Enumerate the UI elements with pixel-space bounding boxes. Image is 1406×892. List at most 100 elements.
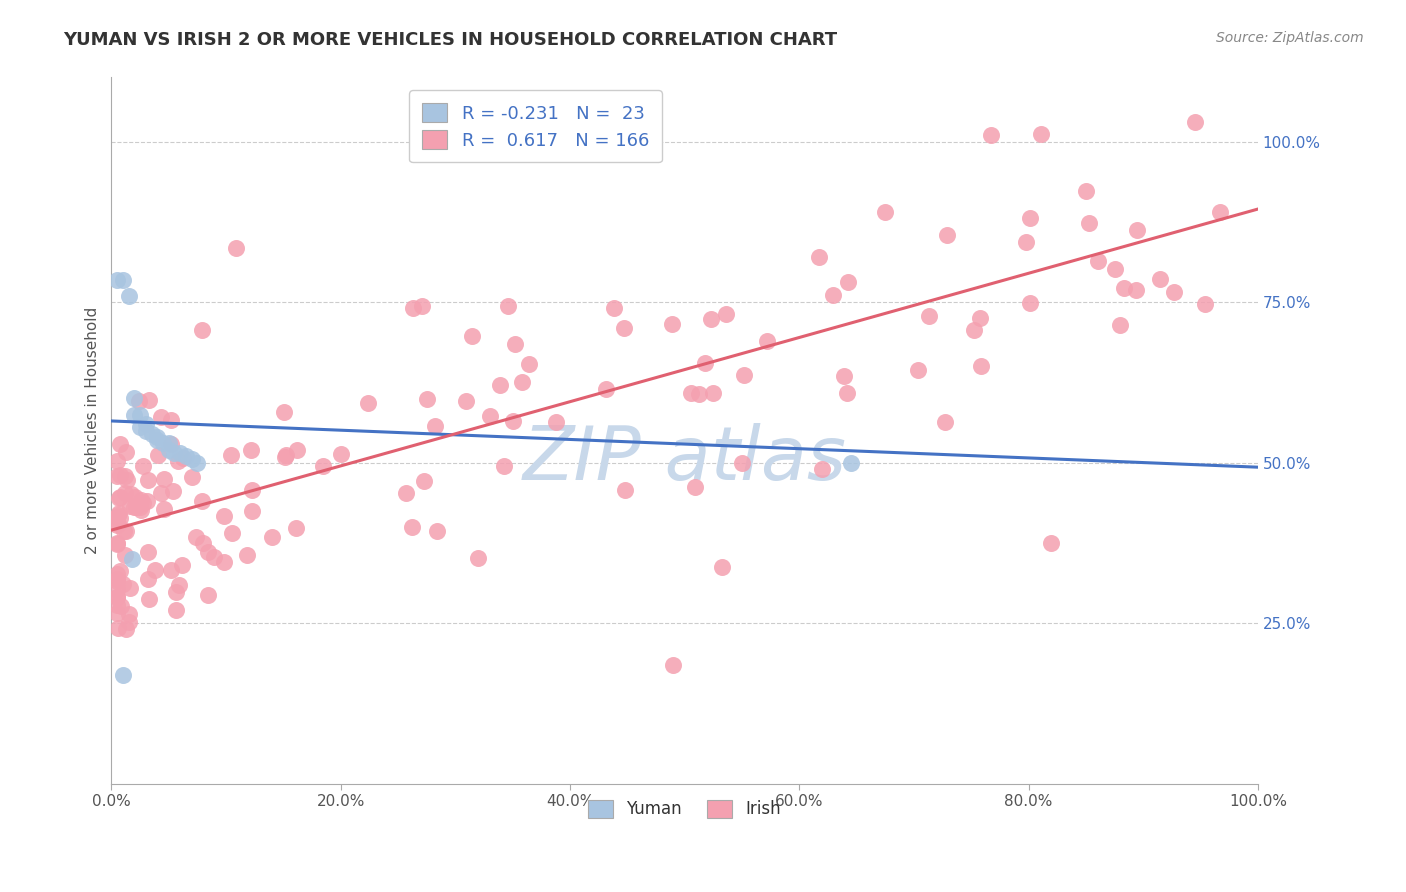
Point	[149, 486, 172, 500]
Point	[980, 128, 1002, 143]
Point	[613, 320, 636, 334]
Point	[125, 500, 148, 515]
Point	[1014, 235, 1036, 249]
Point	[114, 548, 136, 562]
Point	[312, 459, 335, 474]
Point	[1114, 281, 1136, 295]
Point	[714, 307, 737, 321]
Point	[191, 323, 214, 337]
Point	[413, 474, 436, 488]
Point	[172, 450, 194, 465]
Point	[683, 479, 706, 493]
Point	[105, 510, 128, 524]
Point	[184, 530, 207, 544]
Point	[832, 368, 855, 383]
Point	[129, 503, 152, 517]
Point	[110, 599, 132, 614]
Point	[160, 413, 183, 427]
Point	[107, 621, 129, 635]
Point	[138, 591, 160, 606]
Point	[107, 606, 129, 620]
Point	[169, 446, 191, 460]
Point	[111, 667, 134, 681]
Point	[105, 572, 128, 586]
Y-axis label: 2 or more Vehicles in Household: 2 or more Vehicles in Household	[86, 307, 100, 554]
Point	[120, 582, 142, 596]
Point	[118, 615, 141, 630]
Point	[114, 485, 136, 500]
Point	[141, 426, 163, 441]
Point	[907, 363, 929, 377]
Point	[240, 483, 263, 497]
Point	[124, 392, 146, 406]
Point	[1194, 297, 1216, 311]
Point	[105, 536, 128, 550]
Point	[115, 473, 138, 487]
Point	[1184, 115, 1206, 129]
Point	[165, 602, 187, 616]
Point	[710, 560, 733, 574]
Point	[112, 524, 135, 539]
Point	[167, 577, 190, 591]
Point	[225, 241, 247, 255]
Point	[163, 446, 186, 460]
Point	[157, 436, 180, 450]
Point	[1087, 254, 1109, 268]
Point	[117, 289, 139, 303]
Point	[108, 467, 131, 482]
Point	[111, 273, 134, 287]
Point	[159, 563, 181, 577]
Point	[105, 591, 128, 605]
Point	[837, 386, 859, 401]
Point	[181, 470, 204, 484]
Point	[970, 359, 993, 373]
Point	[807, 251, 830, 265]
Point	[394, 486, 416, 500]
Point	[662, 657, 685, 672]
Point	[115, 622, 138, 636]
Point	[492, 459, 515, 474]
Point	[197, 588, 219, 602]
Point	[202, 549, 225, 564]
Point	[329, 447, 352, 461]
Legend: Yuman, Irish: Yuman, Irish	[582, 793, 787, 825]
Point	[121, 552, 143, 566]
Point	[115, 524, 138, 538]
Point	[105, 273, 128, 287]
Point	[1078, 216, 1101, 230]
Point	[186, 456, 208, 470]
Point	[1029, 127, 1052, 141]
Point	[105, 468, 128, 483]
Point	[136, 473, 159, 487]
Point	[153, 502, 176, 516]
Point	[1149, 272, 1171, 286]
Point	[401, 520, 423, 534]
Point	[135, 417, 157, 432]
Point	[285, 442, 308, 457]
Point	[107, 516, 129, 531]
Point	[146, 434, 169, 448]
Point	[172, 558, 194, 572]
Point	[132, 496, 155, 510]
Point	[219, 448, 242, 462]
Point	[402, 301, 425, 315]
Point	[411, 299, 433, 313]
Point	[129, 408, 152, 422]
Point	[165, 585, 187, 599]
Point	[274, 450, 297, 464]
Point	[467, 550, 489, 565]
Point	[146, 448, 169, 462]
Point	[153, 472, 176, 486]
Point	[918, 310, 941, 324]
Point	[110, 510, 132, 524]
Point	[135, 424, 157, 438]
Point	[136, 545, 159, 559]
Point	[837, 275, 859, 289]
Point	[118, 499, 141, 513]
Point	[510, 375, 533, 389]
Point	[1104, 262, 1126, 277]
Point	[166, 454, 188, 468]
Point	[260, 529, 283, 543]
Point	[162, 483, 184, 498]
Point	[1076, 184, 1098, 198]
